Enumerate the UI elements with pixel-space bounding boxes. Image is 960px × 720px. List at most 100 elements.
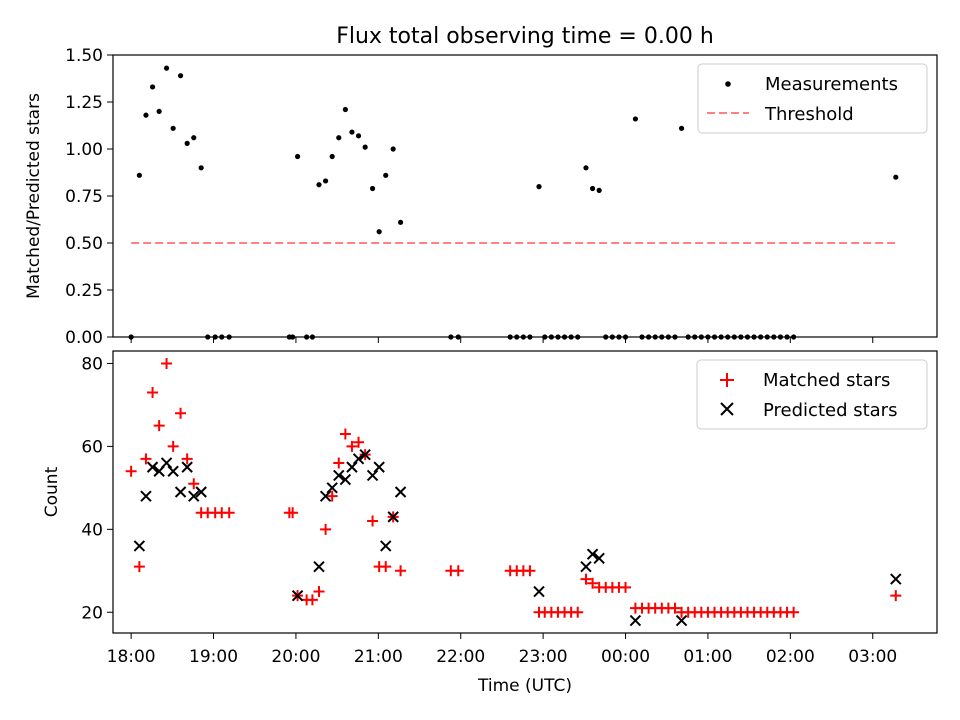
matched-star-point	[188, 478, 200, 490]
measurement-point	[744, 334, 751, 340]
measurement-point	[596, 187, 602, 193]
measurement-point	[622, 334, 629, 340]
predicted-star-point	[675, 614, 688, 627]
matched-star-point	[161, 357, 173, 369]
x-tick-label: 20:00	[271, 647, 320, 667]
measurement-point	[184, 140, 190, 146]
x-tick-label: 03:00	[848, 647, 897, 667]
measurement-point	[369, 185, 376, 192]
x-tick-label: 01:00	[683, 647, 732, 667]
bottom-legend-box	[696, 359, 928, 430]
measurement-point	[455, 334, 461, 340]
bottom-axes-frame	[112, 350, 938, 634]
x-tick-label: 22:00	[436, 647, 485, 667]
predicted-star-point	[580, 560, 592, 573]
measurement-point	[711, 334, 718, 340]
measurement-point	[758, 334, 764, 340]
measurement-point	[784, 334, 790, 340]
matched-star-point	[167, 440, 179, 452]
legend-matched-label: Matched stars	[763, 370, 890, 391]
measurement-point	[336, 135, 342, 141]
predicted-star-point	[380, 540, 392, 552]
measurement-point	[143, 112, 149, 118]
measurement-point	[304, 334, 310, 340]
x-tick-label: 02:00	[766, 647, 815, 667]
measurement-point	[212, 334, 218, 340]
measurement-point	[561, 334, 568, 340]
measurement-point	[390, 146, 396, 152]
measurement-point	[718, 334, 724, 340]
bottom-x-ticks: 18:00 19:00 20:00 21:00 22:00 23:00 00:00 01:00…	[107, 633, 897, 667]
measurement-point	[329, 153, 335, 160]
predicted-star-point	[629, 614, 642, 627]
bottom-y-ticks: 20 40 60 80	[81, 354, 113, 623]
measurement-point	[705, 334, 711, 340]
measurement-point	[316, 182, 322, 188]
measurement-point	[771, 334, 777, 340]
measurement-point	[290, 334, 296, 340]
top-legend: Measurements Threshold	[697, 63, 928, 134]
bottom-panel: 20 40 60 80 18:00 19:00 20:00 21:00 22:00 23:00 0…	[42, 350, 938, 696]
y-tick-label: 20	[81, 603, 103, 623]
measurement-point	[583, 165, 589, 171]
legend-threshold-label: Threshold	[764, 104, 854, 125]
measurement-point	[219, 334, 225, 340]
matched-star-point	[669, 602, 681, 614]
matched-star-point	[395, 565, 407, 577]
matched-star-point	[620, 581, 632, 593]
matched-star-point	[333, 457, 345, 469]
predicted-star-point	[890, 573, 902, 585]
predicted-star-point	[160, 457, 173, 469]
legend-measurements-label: Measurements	[765, 74, 898, 95]
measurement-point	[639, 334, 645, 340]
matched-star-point	[287, 507, 299, 519]
measurement-point	[568, 334, 574, 340]
measurement-point	[791, 334, 797, 340]
measurement-point	[665, 334, 671, 340]
matched-star-point	[367, 515, 379, 527]
predicted-star-point	[366, 469, 379, 482]
legend-predicted-marker	[720, 402, 734, 416]
measurement-point	[448, 334, 454, 340]
measurement-point	[507, 334, 513, 340]
matched-star-point	[380, 561, 392, 573]
measurement-point	[309, 334, 316, 340]
predicted-star-point	[174, 486, 187, 498]
matched-star-point	[788, 606, 800, 618]
measurement-point	[205, 334, 211, 340]
predicted-star-point	[333, 469, 345, 482]
y-tick-label: 1.50	[65, 46, 103, 66]
predicted-star-point	[188, 490, 200, 502]
predicted-star-point	[181, 461, 193, 473]
predicted-star-point	[195, 486, 207, 498]
y-tick-label: 0.00	[65, 328, 103, 348]
measurement-point	[738, 334, 744, 340]
matched-star-point	[175, 407, 187, 419]
matched-star-point	[140, 453, 152, 465]
measurement-point	[764, 334, 770, 340]
measurement-point	[678, 125, 685, 131]
measurement-point	[536, 184, 542, 190]
measurement-point	[342, 106, 348, 113]
measurement-point	[170, 125, 176, 131]
top-legend-box	[697, 63, 928, 134]
matched-star-point	[147, 386, 159, 398]
predicted-star-point	[387, 511, 399, 523]
measurement-point	[349, 129, 355, 135]
measurement-point	[672, 334, 678, 340]
y-tick-label: 80	[81, 354, 103, 374]
measurement-point	[751, 334, 757, 340]
predicted-stars-points	[133, 448, 902, 627]
x-tick-label: 21:00	[354, 647, 403, 667]
matched-star-point	[580, 573, 592, 585]
legend-predicted-label: Predicted stars	[763, 400, 897, 421]
matched-star-point	[587, 577, 599, 589]
predicted-star-point	[291, 589, 304, 602]
predicted-star-point	[319, 490, 332, 502]
matched-star-point	[133, 561, 145, 573]
measurement-point	[542, 334, 548, 340]
measurement-point	[322, 178, 329, 184]
top-y-axis-label: Matched/Predicted stars	[24, 93, 44, 299]
x-tick-label: 19:00	[189, 647, 238, 667]
